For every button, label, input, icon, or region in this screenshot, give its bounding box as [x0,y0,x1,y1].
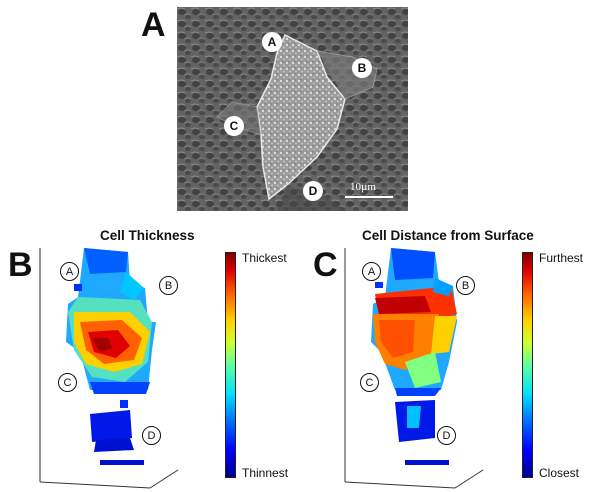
scale-bar [345,196,393,198]
distance-colorbar-bottom-label: Closest [539,466,580,480]
thickness-marker-c: C [58,373,77,392]
distance-marker-d: D [437,426,456,445]
panel-letter-a: A [141,6,166,44]
thickness-colorbar-top-label: Thickest [242,251,287,265]
scale-label: 10µm [350,181,376,193]
panel-c-title: Cell Distance from Surface [362,228,534,243]
distance-surface-plot [344,248,484,489]
sem-marker-c: C [224,116,244,136]
thickness-marker-d: D [142,426,161,445]
distance-marker-b: B [456,276,475,295]
thickness-colorbar [225,252,236,478]
thickness-colorbar-bottom-label: Thinnest [242,466,289,480]
thickness-marker-b: B [159,276,178,295]
thickness-surface-plot [39,248,179,489]
sem-marker-a: A [262,32,282,52]
panel-b-title: Cell Thickness [100,228,195,243]
panel-letter-c: C [313,246,338,284]
distance-marker-c: C [360,373,379,392]
sem-marker-b: B [352,58,372,78]
thickness-marker-a: A [60,262,79,281]
sem-marker-d: D [303,181,323,201]
distance-colorbar [522,252,533,478]
distance-marker-a: A [362,262,381,281]
distance-colorbar-top-label: Furthest [539,251,584,265]
panel-letter-b: B [8,246,33,284]
